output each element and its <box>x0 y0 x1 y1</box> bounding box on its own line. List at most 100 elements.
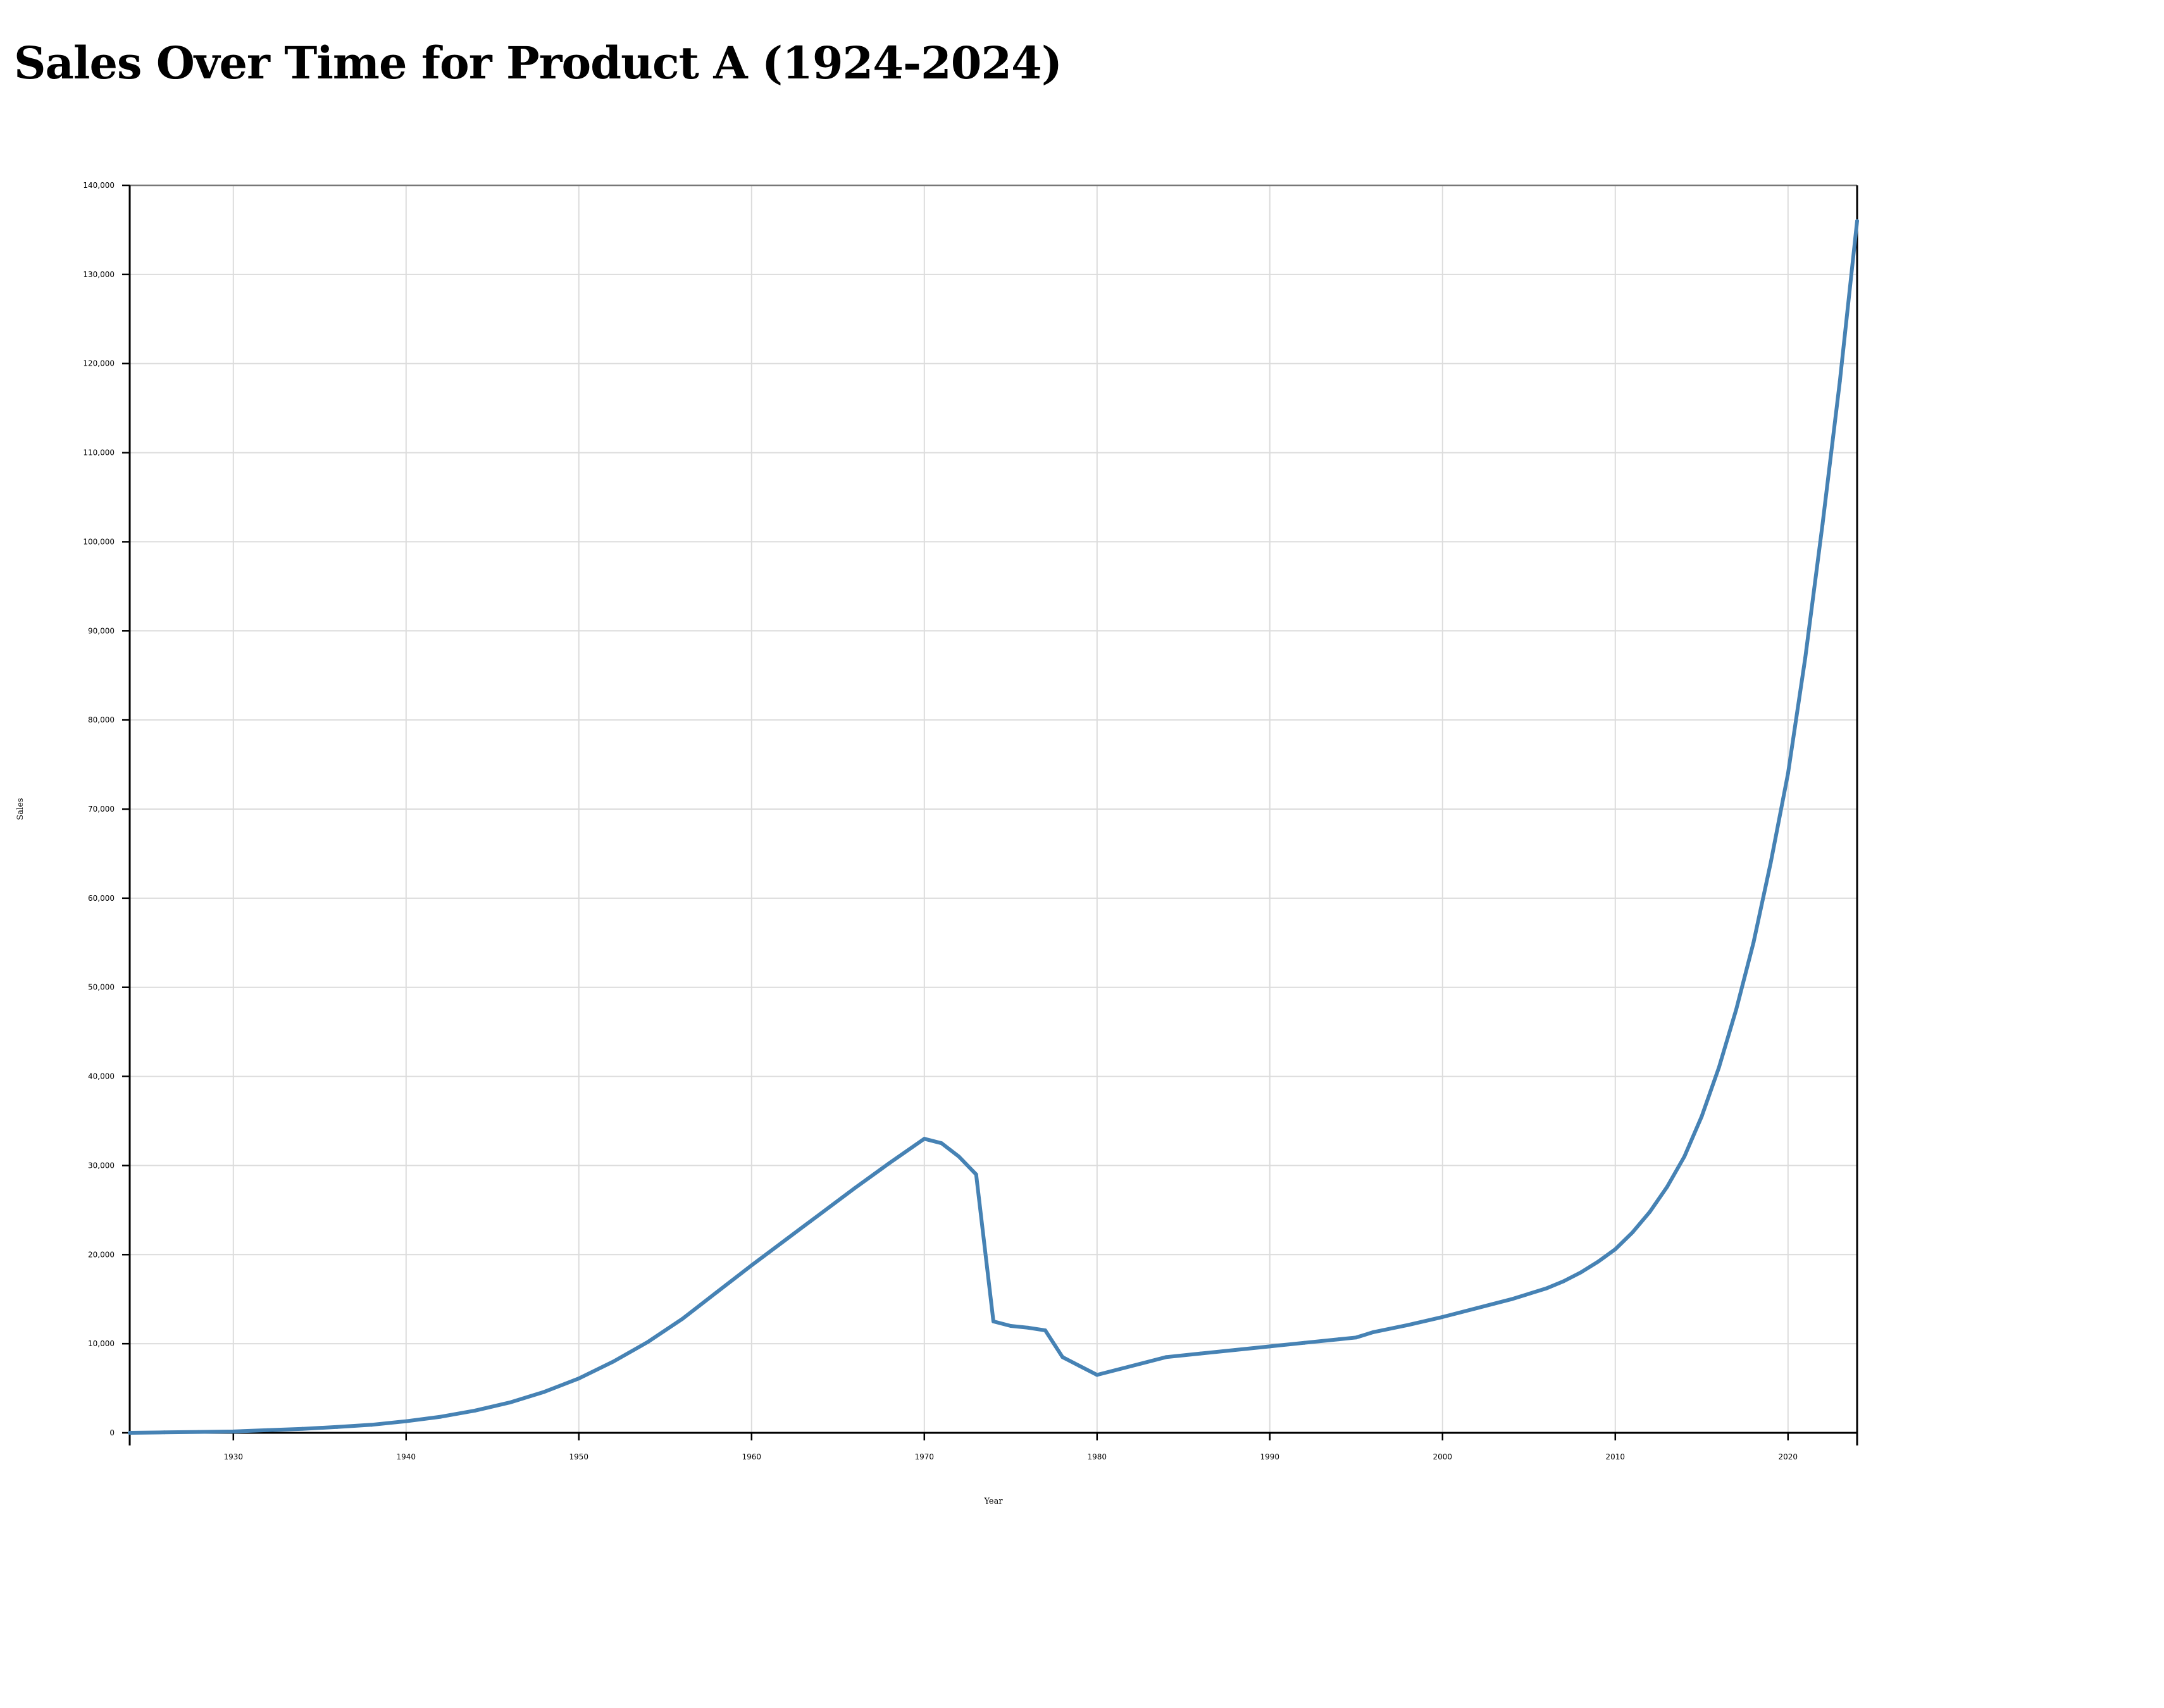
y-tick-label: 130,000 <box>83 270 115 279</box>
data-point <box>1838 379 1842 383</box>
axes-layer <box>122 184 1858 1445</box>
data-point <box>1544 1286 1548 1290</box>
chart-title: Sales Over Time for Product A (1924-2024… <box>14 37 1062 89</box>
x-tick-label: 1940 <box>397 1452 416 1461</box>
x-tick-label: 1990 <box>1260 1452 1280 1461</box>
x-tick-label: 1960 <box>742 1452 762 1461</box>
data-point <box>1510 1297 1514 1301</box>
x-tick-label: 2010 <box>1606 1452 1626 1461</box>
data-point <box>957 1154 961 1159</box>
y-tick-label: 60,000 <box>88 894 115 903</box>
data-point <box>715 1290 719 1294</box>
data-point <box>1233 1348 1238 1352</box>
x-tick-label: 1950 <box>569 1452 589 1461</box>
data-point <box>646 1340 650 1344</box>
x-tick-label: 2000 <box>1433 1452 1453 1461</box>
data-point <box>819 1211 823 1216</box>
y-tick-label: 0 <box>109 1428 115 1437</box>
data-point <box>507 1401 512 1405</box>
data-point <box>940 1141 944 1146</box>
data-point <box>888 1161 892 1165</box>
data-point <box>1717 1065 1721 1070</box>
x-tick-label: 1980 <box>1088 1452 1107 1461</box>
data-point <box>162 1430 166 1435</box>
data-point <box>1751 941 1756 945</box>
data-point <box>473 1408 477 1413</box>
data-point <box>301 1426 304 1431</box>
data-point <box>1440 1315 1445 1319</box>
data-point <box>266 1428 270 1432</box>
data-point <box>1579 1270 1583 1275</box>
data-point <box>335 1425 339 1429</box>
data-point <box>438 1414 443 1419</box>
data-point <box>576 1377 581 1381</box>
data-point <box>197 1430 201 1434</box>
data-point <box>1198 1351 1203 1356</box>
data-point <box>1596 1259 1600 1264</box>
y-tick-label: 10,000 <box>88 1339 115 1348</box>
data-point <box>404 1419 408 1423</box>
labels-layer: 1930 1940 1950 1960 1970 1980 1990 2000 2010 2020… <box>16 181 1798 1506</box>
data-point <box>1371 1330 1376 1334</box>
data-point <box>1026 1325 1030 1330</box>
data-point <box>1665 1185 1669 1189</box>
data-point <box>1803 655 1808 660</box>
data-point <box>1734 1007 1738 1012</box>
data-point <box>1078 1364 1082 1368</box>
data-point <box>1337 1337 1341 1342</box>
x-axis-label: Year <box>983 1497 1003 1506</box>
data-point <box>542 1390 547 1394</box>
data-point <box>1475 1306 1479 1310</box>
x-tick-label: 1970 <box>915 1452 935 1461</box>
x-tick-label: 1930 <box>224 1452 244 1461</box>
data-point <box>853 1185 857 1190</box>
data-point <box>1613 1247 1617 1251</box>
data-point <box>992 1319 995 1323</box>
data-point <box>1700 1114 1704 1118</box>
data-point <box>1267 1344 1272 1349</box>
grid-layer <box>130 185 1857 1433</box>
y-tick-label: 40,000 <box>88 1072 115 1081</box>
data-point <box>1855 219 1859 223</box>
data-point <box>1164 1355 1168 1359</box>
data-point <box>680 1316 685 1321</box>
data-point <box>128 1431 132 1435</box>
data-point <box>1129 1364 1134 1368</box>
data-point <box>1009 1323 1013 1328</box>
y-tick-label: 100,000 <box>83 537 115 546</box>
data-point <box>231 1429 235 1433</box>
data-point <box>1561 1279 1565 1284</box>
data-point <box>1769 860 1773 865</box>
sales-series-line <box>128 219 1859 1435</box>
data-point <box>370 1423 374 1427</box>
y-tick-label: 140,000 <box>83 181 115 190</box>
y-axis-label: Sales <box>16 798 25 820</box>
y-tick-label: 70,000 <box>88 805 115 814</box>
data-point <box>1095 1373 1099 1377</box>
x-tick-label: 2020 <box>1779 1452 1798 1461</box>
y-tick-label: 30,000 <box>88 1161 115 1170</box>
data-point <box>1786 771 1790 776</box>
data-point <box>1820 522 1825 526</box>
data-point <box>1043 1328 1047 1333</box>
data-point <box>749 1263 754 1268</box>
data-point <box>1302 1340 1307 1345</box>
series-layer <box>128 219 1859 1435</box>
y-tick-label: 110,000 <box>83 449 115 457</box>
data-point <box>1406 1323 1410 1327</box>
y-tick-label: 20,000 <box>88 1250 115 1259</box>
data-point <box>974 1172 978 1177</box>
y-tick-label: 50,000 <box>88 983 115 992</box>
data-point <box>784 1237 788 1242</box>
y-tick-label: 90,000 <box>88 626 115 635</box>
data-point <box>611 1359 616 1364</box>
data-point <box>1354 1335 1359 1340</box>
data-point <box>1631 1230 1635 1235</box>
y-tick-label: 120,000 <box>83 359 115 368</box>
data-point <box>1682 1154 1686 1159</box>
data-point <box>1648 1210 1652 1214</box>
data-point <box>922 1137 926 1141</box>
data-point <box>1060 1355 1065 1359</box>
y-tick-label: 80,000 <box>88 715 115 724</box>
